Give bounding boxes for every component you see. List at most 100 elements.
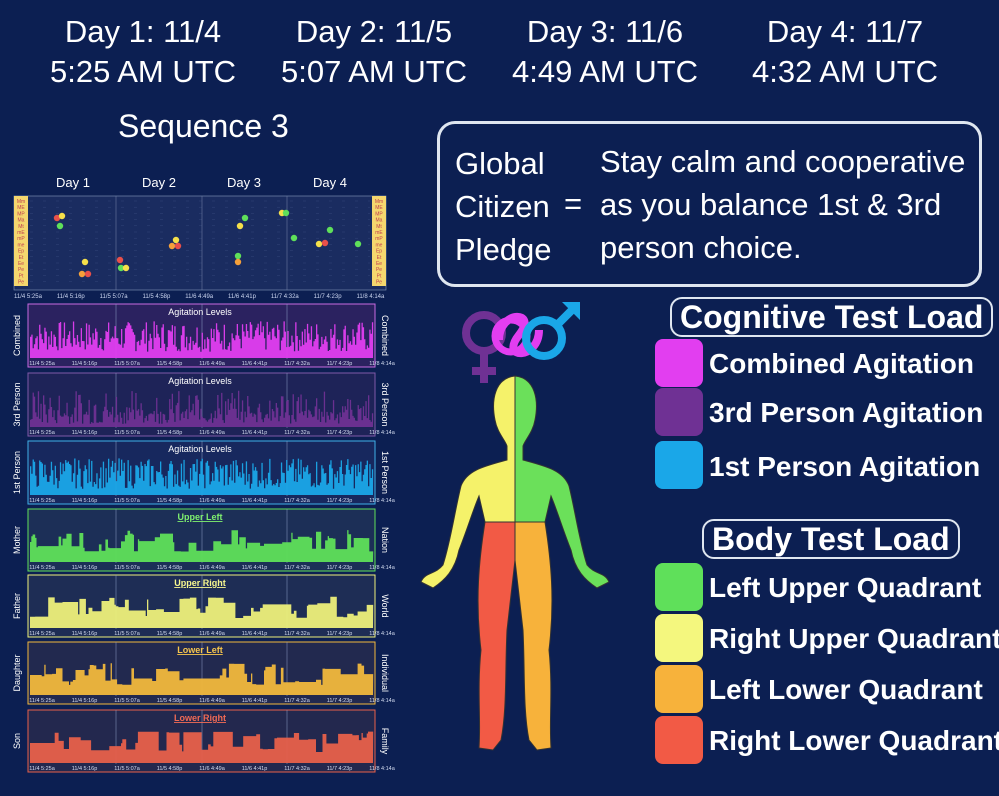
- dot-marker: [58, 212, 66, 220]
- x-tick-label: 11/6 4:49a: [199, 766, 226, 772]
- day-date: Day 2: 11/5: [295, 14, 453, 49]
- x-tick-label: 11/7 4:32a: [284, 361, 311, 367]
- x-tick-label: 11/5 4:58p: [157, 766, 183, 772]
- day-label: Day 4: [313, 175, 347, 190]
- day-date: Day 3: 11/6: [526, 14, 684, 49]
- x-tick-label: 11/7 4:23p: [314, 294, 343, 300]
- x-tick-label: 11/7 4:32a: [284, 498, 311, 504]
- scale-label: Ma: [376, 218, 383, 224]
- x-tick-label: 11/8 4:14a: [369, 565, 396, 571]
- gender-symbols-icon: [462, 302, 580, 383]
- panel-left-label: Daughter: [12, 654, 22, 691]
- scale-label: ME: [375, 205, 383, 211]
- panel-lower-right: Lower Right Son Family 11/4 5:25a 11/4 5:16p…: [12, 709, 396, 773]
- panel-area: [30, 321, 374, 358]
- x-tick-label: 11/6 4:41p: [242, 698, 268, 704]
- dot-marker: [326, 226, 334, 234]
- x-tick-label: 11/4 5:25a: [29, 498, 56, 504]
- dot-chart-scale-left: [14, 196, 28, 286]
- legend-label-combined: Combined Agitation: [709, 348, 974, 379]
- dot-marker: [174, 242, 182, 250]
- dot-marker: [290, 234, 298, 242]
- x-tick-label: 11/5 5:07a: [114, 498, 141, 504]
- dot-marker: [122, 264, 130, 272]
- panel-left-label: 1st Person: [12, 451, 22, 494]
- x-tick-label: 11/5 5:07a: [114, 631, 141, 637]
- x-tick-label: 11/4 5:25a: [29, 766, 56, 772]
- scale-label: mE: [375, 230, 383, 236]
- day-label: Day 2: [142, 175, 176, 190]
- body-left-upper: [420, 375, 516, 589]
- day-header-4: Day 4: 11/7 4:32 AM UTC: [745, 12, 945, 92]
- x-tick-label: 11/6 4:41p: [242, 766, 268, 772]
- x-tick-label: 11/6 4:41p: [242, 631, 268, 637]
- scale-label: me: [376, 242, 383, 248]
- body-legend-heading: Body Test Load: [702, 519, 960, 559]
- sequence-title: Sequence 3: [118, 108, 289, 144]
- x-tick-label: 11/6 4:41p: [242, 498, 268, 504]
- day-time: 4:49 AM UTC: [511, 54, 699, 89]
- scale-label: mE: [17, 230, 25, 236]
- scale-label: mP: [17, 236, 25, 242]
- panel-title: Agitation Levels: [168, 444, 232, 454]
- x-tick-label: 11/6 4:49a: [199, 361, 226, 367]
- panel-left-label: Mother: [12, 526, 22, 554]
- legend-swatch-right-upper: [655, 614, 703, 662]
- scale-label: MP: [17, 211, 25, 217]
- x-tick-label: 11/7 4:23p: [327, 766, 353, 772]
- panel-left-label: Father: [12, 593, 22, 619]
- pledge-label-line: Pledge: [455, 232, 552, 267]
- x-tick-label: 11/5 4:58p: [157, 565, 183, 571]
- panel-upper-left: Upper Left Mother Nation 11/4 5:25a 11/4 5:1…: [12, 508, 396, 572]
- pledge-label: Global Citizen Pledge: [455, 142, 552, 271]
- x-tick-label: 11/5 5:07a: [114, 565, 141, 571]
- x-tick-label: 11/4 5:16p: [72, 498, 98, 504]
- panel-left-label: Son: [12, 733, 22, 749]
- x-tick-label: 11/4 5:16p: [72, 565, 98, 571]
- day-date: Day 4: 11/7: [766, 14, 924, 49]
- x-tick-label: 11/7 4:32a: [271, 294, 300, 300]
- x-tick-label: 11/7 4:32a: [284, 766, 311, 772]
- x-tick-label: 11/4 5:25a: [29, 698, 56, 704]
- scale-label: Pe: [376, 267, 382, 273]
- panel-right-label: World: [380, 594, 390, 617]
- x-tick-label: 11/4 5:16p: [72, 430, 98, 436]
- pledge-text: Stay calm and cooperative as you balance…: [600, 140, 980, 269]
- panel-title: Lower Right: [174, 713, 226, 723]
- x-tick-label: 11/8 4:14a: [369, 430, 396, 436]
- panel-area: [30, 731, 374, 763]
- panel-title: Upper Right: [174, 578, 226, 588]
- panel-first: Agitation Levels 1st Person 1st Person 11/4…: [12, 440, 396, 505]
- day-time: 4:32 AM UTC: [751, 54, 939, 89]
- legend-label-left-upper: Left Upper Quadrant: [709, 572, 982, 603]
- scale-label: Et: [19, 255, 24, 261]
- dot-marker: [234, 258, 242, 266]
- scale-label: Pe: [18, 267, 24, 273]
- panel-left-label: Combined: [12, 315, 22, 356]
- panel-right-label: Combined: [380, 315, 390, 356]
- panel-title: Upper Left: [178, 512, 223, 522]
- day-label: Day 1: [56, 175, 90, 190]
- scale-label: Ep: [18, 249, 24, 255]
- panel-left-label: 3rd Person: [12, 382, 22, 426]
- scale-label: Ee: [18, 261, 24, 267]
- dot-marker: [168, 242, 176, 250]
- scale-label: Ma: [18, 218, 25, 224]
- x-tick-label: 11/5 4:58p: [157, 698, 183, 704]
- x-tick-label: 11/6 4:49a: [199, 565, 226, 571]
- dot-marker: [78, 270, 86, 278]
- panel-area: [30, 663, 374, 695]
- dot-marker: [234, 252, 242, 260]
- x-tick-label: 11/5 5:07a: [100, 294, 129, 300]
- dot-chart-frame: [13, 195, 387, 291]
- dot-marker: [117, 264, 125, 272]
- scale-label: Pt: [377, 273, 382, 279]
- x-tick-label: 11/6 4:49a: [199, 631, 226, 637]
- x-tick-label: 11/4 5:16p: [72, 698, 98, 704]
- scale-label: Et: [377, 255, 382, 261]
- dot-marker: [84, 270, 92, 278]
- x-tick-label: 11/4 5:16p: [72, 361, 98, 367]
- x-tick-label: 11/5 4:58p: [157, 498, 183, 504]
- legend-swatch-left-upper: [655, 563, 703, 611]
- x-tick-label: 11/6 4:49a: [199, 430, 226, 436]
